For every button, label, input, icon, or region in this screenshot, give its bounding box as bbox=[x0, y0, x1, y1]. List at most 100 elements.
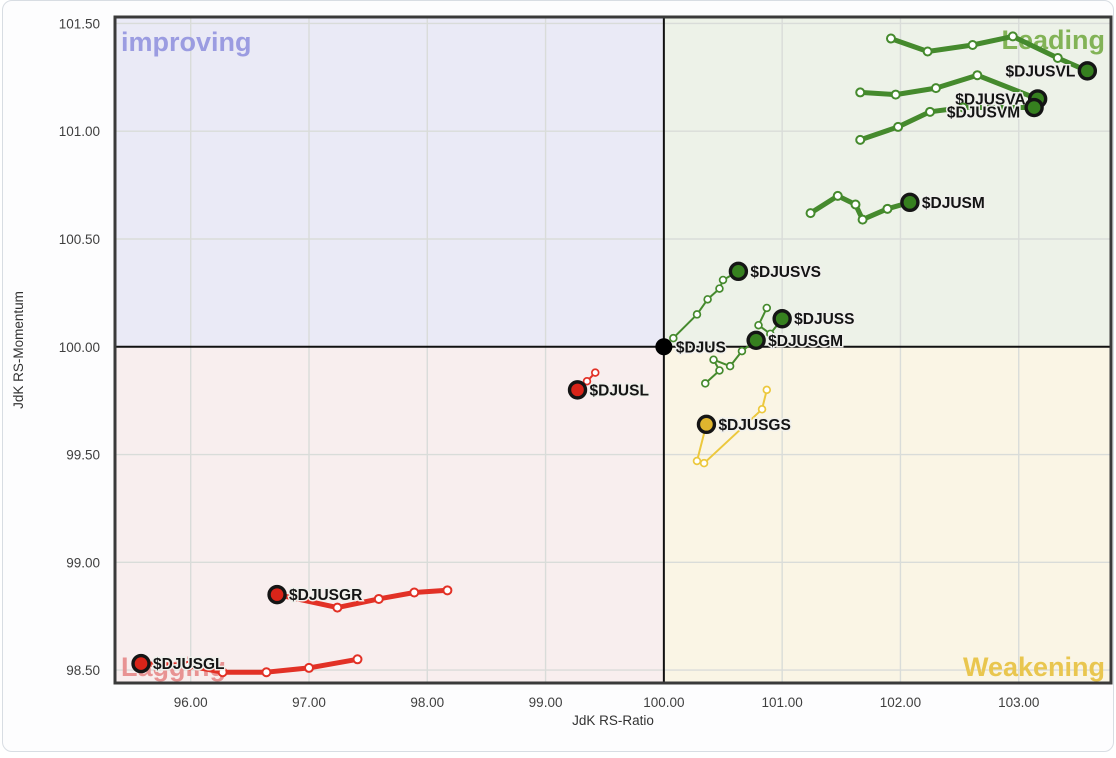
trail-point-djusvl-1 bbox=[922, 46, 933, 57]
current-dot-djusm[interactable] bbox=[900, 192, 920, 213]
trail-point-djusgl-4 bbox=[183, 660, 194, 671]
trail-point-djusgm-3 bbox=[725, 361, 735, 371]
trail-point-djusvs-2 bbox=[703, 295, 712, 304]
current-dot-djusvm[interactable] bbox=[1024, 97, 1044, 118]
trail-point-djusvs-1 bbox=[692, 310, 702, 319]
trail-point-djusvs-0 bbox=[669, 333, 678, 343]
trail-point-djusgl-0 bbox=[352, 654, 363, 665]
trail-point-djusvl-4 bbox=[1052, 52, 1063, 63]
series-djusvs: $DJUSVS bbox=[669, 261, 823, 343]
trail-point-djusgr-2 bbox=[373, 593, 384, 604]
quadrant-label-improving: improving bbox=[121, 27, 252, 57]
trail-point-djusgr-0 bbox=[442, 585, 453, 596]
quadrant-label-weakening: Weakening bbox=[963, 652, 1105, 682]
trail-point-djusvl-0 bbox=[885, 33, 896, 44]
trail-point-djusva-0 bbox=[855, 87, 866, 98]
current-dot-djusgl[interactable] bbox=[131, 653, 151, 674]
trail-point-djusgs-3 bbox=[692, 456, 702, 466]
series-djusva: $DJUSVA bbox=[855, 70, 1048, 110]
trail-point-djusva-2 bbox=[930, 83, 941, 94]
x-tick-101: 101.00 bbox=[762, 695, 803, 710]
ticker-label-djusl[interactable]: $DJUSL bbox=[588, 381, 650, 401]
trail-point-djusgm-1 bbox=[715, 366, 724, 375]
trail-point-djusl-1 bbox=[582, 377, 592, 386]
trail-line-djusvl bbox=[888, 33, 1090, 74]
trail-point-djusvl-3 bbox=[1007, 31, 1018, 42]
trail-point-djusvm-3 bbox=[958, 102, 969, 113]
ticker-label-djuss[interactable]: $DJUSS bbox=[793, 310, 856, 330]
y-tick-100: 100.00 bbox=[59, 340, 100, 355]
x-tick-100: 100.00 bbox=[643, 695, 684, 710]
current-dot-djusl[interactable] bbox=[567, 380, 588, 400]
x-tick-96: 96.00 bbox=[174, 695, 208, 710]
ticker-label-djusvl[interactable]: $DJUSVL bbox=[1004, 62, 1077, 82]
ticker-label-djusgm[interactable]: $DJUSGM bbox=[767, 331, 845, 351]
ticker-label-djusvm[interactable]: $DJUSVM bbox=[945, 103, 1021, 123]
current-dot-djuss[interactable] bbox=[772, 309, 792, 329]
current-dot-djusvs[interactable] bbox=[728, 261, 749, 282]
current-dot-djusgr[interactable] bbox=[267, 584, 287, 605]
current-dot-djusgs[interactable] bbox=[696, 414, 717, 435]
x-axis-title: JdK RS-Ratio bbox=[572, 713, 654, 728]
y-tick-101: 101.00 bbox=[59, 124, 100, 139]
series-djusvm: $DJUSVM bbox=[855, 97, 1044, 145]
trail-point-djusm-2 bbox=[850, 199, 861, 210]
trail-point-djusgl-3 bbox=[217, 667, 228, 678]
trail-point-djusgs-1 bbox=[757, 405, 767, 414]
y-tick-99.5: 99.50 bbox=[66, 448, 100, 463]
trail-point-djuss-0 bbox=[762, 303, 772, 313]
series-djusvl: $DJUSVL bbox=[885, 31, 1098, 82]
trail-point-djusgm-0 bbox=[701, 379, 710, 388]
trail-point-djusm-0 bbox=[805, 208, 816, 219]
y-tick-98.5: 98.50 bbox=[66, 663, 100, 678]
series-djuss: $DJUSS bbox=[754, 303, 856, 339]
trail-point-djusm-1 bbox=[832, 190, 843, 201]
series-djusm: $DJUSM bbox=[805, 190, 986, 225]
trail-point-djusgr-1 bbox=[409, 587, 420, 598]
trail-point-djusm-4 bbox=[882, 203, 893, 214]
x-tick-99: 99.00 bbox=[529, 695, 563, 710]
trail-point-djusvm-2 bbox=[925, 106, 936, 117]
ticker-label-djusgr[interactable]: $DJUSGR bbox=[288, 586, 364, 606]
series-djus: $DJUS bbox=[655, 338, 727, 358]
trail-point-djusva-3 bbox=[972, 70, 983, 81]
series-djusgm: $DJUSGM bbox=[701, 330, 845, 388]
trail-point-djusm-3 bbox=[857, 214, 868, 225]
plot-border bbox=[113, 15, 1113, 685]
trail-point-djusl-0 bbox=[591, 368, 600, 377]
series-djusgr: $DJUSGR bbox=[267, 584, 453, 613]
series-djusgl: $DJUSGL bbox=[131, 653, 363, 678]
ticker-label-djus[interactable]: $DJUS bbox=[674, 338, 727, 358]
y-tick-99: 99.00 bbox=[66, 555, 100, 570]
trail-point-djusvm-0 bbox=[855, 134, 866, 145]
trail-point-djusgm-4 bbox=[737, 346, 747, 356]
ticker-label-djusm[interactable]: $DJUSM bbox=[920, 193, 986, 213]
series-djusgs: $DJUSGS bbox=[692, 385, 792, 468]
quadrant-lagging bbox=[115, 346, 664, 683]
quadrant-leading bbox=[663, 17, 1111, 347]
ticker-label-djusvs[interactable]: $DJUSVS bbox=[749, 262, 823, 282]
trail-point-djusvs-4 bbox=[718, 275, 728, 285]
x-tick-103: 103.00 bbox=[998, 695, 1039, 710]
y-tick-101.5: 101.50 bbox=[59, 16, 100, 31]
trail-point-djusgl-1 bbox=[303, 662, 314, 673]
quadrant-weakening bbox=[663, 346, 1111, 683]
current-dot-djusgm[interactable] bbox=[746, 330, 766, 351]
trail-point-djusgs-2 bbox=[699, 458, 709, 468]
trail-point-djuss-2 bbox=[766, 329, 775, 339]
trail-point-djusgl-2 bbox=[261, 667, 272, 678]
ticker-label-djusgs[interactable]: $DJUSGS bbox=[717, 415, 792, 435]
ticker-label-djusgl[interactable]: $DJUSGL bbox=[152, 655, 227, 675]
y-axis-title: JdK RS-Momentum bbox=[11, 291, 26, 409]
series-djusl: $DJUSL bbox=[567, 368, 650, 401]
trail-point-djusvs-3 bbox=[715, 284, 724, 293]
current-dot-djus[interactable] bbox=[655, 338, 673, 356]
quadrant-improving bbox=[115, 17, 664, 347]
y-tick-100.5: 100.50 bbox=[59, 232, 100, 247]
current-dot-djusvl[interactable] bbox=[1077, 61, 1098, 81]
x-tick-102: 102.00 bbox=[880, 695, 921, 710]
ticker-label-djusva[interactable]: $DJUSVA bbox=[954, 90, 1027, 110]
x-tick-97: 97.00 bbox=[292, 695, 326, 710]
